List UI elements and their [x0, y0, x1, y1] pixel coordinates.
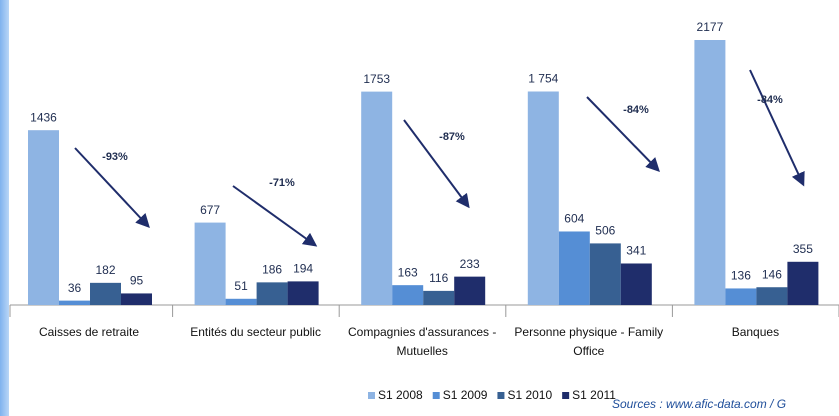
bar [121, 293, 152, 305]
data-label: 186 [262, 263, 282, 277]
data-label: 163 [398, 265, 418, 279]
data-label: 194 [293, 262, 313, 276]
data-label: 136 [731, 269, 751, 283]
data-label: 233 [460, 257, 480, 271]
annotation: -84% [757, 94, 783, 106]
x-tick-label: Personne physique - Family Office [514, 325, 664, 358]
legend-swatch [368, 392, 375, 399]
bar [589, 243, 621, 305]
bar [756, 287, 788, 305]
data-label: 355 [793, 242, 813, 256]
legend-swatch [432, 392, 440, 399]
legend-label: S1 2010 [507, 388, 552, 402]
bar [361, 91, 393, 306]
data-label: 2177 [697, 20, 724, 34]
legend-label: S1 2008 [378, 388, 423, 402]
bar [423, 290, 455, 305]
bar [256, 282, 288, 305]
bar [454, 276, 486, 305]
legend-label: S1 2011 [572, 388, 616, 402]
bar [392, 285, 424, 305]
data-label: 182 [95, 263, 115, 277]
legend-swatch [497, 392, 505, 399]
x-tick-label: Entités du secteur public [190, 325, 321, 339]
trend-arrow [74, 147, 150, 229]
legend-label: S1 2009 [443, 388, 488, 402]
data-label: 116 [429, 271, 448, 285]
trend-arrow [403, 119, 470, 209]
data-label: 677 [200, 203, 220, 217]
bar [194, 222, 226, 305]
bar [787, 261, 819, 305]
bar [694, 40, 726, 305]
bar [90, 282, 121, 305]
data-label: 604 [564, 212, 584, 226]
data-label: 506 [595, 224, 615, 238]
bar [620, 263, 652, 305]
data-label: 95 [130, 274, 144, 288]
data-label: 146 [762, 267, 782, 281]
bar [527, 91, 559, 305]
side-band [0, 0, 9, 416]
x-tick-label: Caisses de retraite [38, 325, 140, 339]
bar [558, 231, 590, 305]
annotation: -87% [439, 131, 465, 143]
x-tick-label: Compagnies d'assurances - Mutuelles [348, 325, 497, 358]
legend-swatch [562, 392, 570, 399]
bar [225, 298, 257, 305]
annotation: -93% [102, 151, 128, 163]
data-label: 51 [234, 279, 248, 293]
data-label: 1753 [363, 72, 390, 86]
trend-arrow [232, 185, 318, 247]
data-label: 36 [68, 281, 82, 295]
trend-arrow [749, 69, 805, 187]
source: Sources : www.afic-data.com / G [612, 397, 787, 411]
x-tick-label: Banques [731, 325, 780, 339]
bar [59, 300, 90, 305]
data-label: 1 754 [528, 72, 558, 86]
data-label: 341 [626, 244, 646, 258]
bar [28, 130, 59, 305]
trend-arrow [586, 96, 660, 173]
annotation: -71% [269, 177, 295, 189]
data-label: 1436 [30, 110, 57, 124]
annotation: -84% [623, 104, 649, 116]
bar [725, 288, 757, 305]
bar [287, 281, 319, 305]
